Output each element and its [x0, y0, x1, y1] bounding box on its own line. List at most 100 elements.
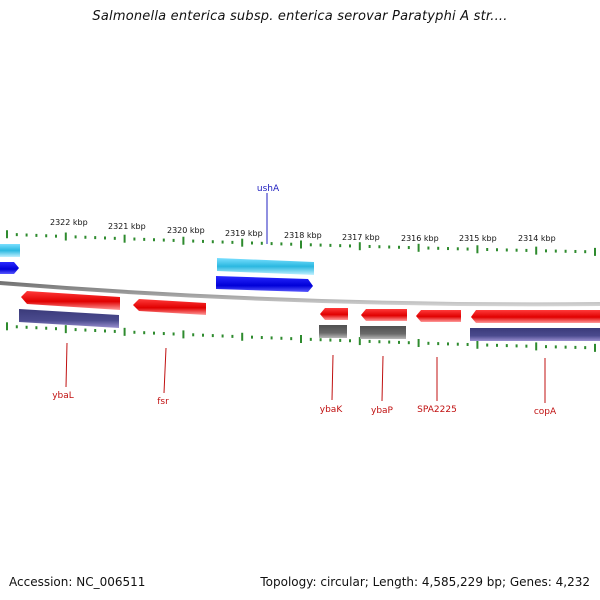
major-tick — [241, 332, 244, 341]
minor-tick — [437, 342, 440, 346]
minor-tick — [564, 345, 567, 349]
gene-arrow-ushA[interactable] — [216, 276, 313, 292]
gene-arrow-ybaK[interactable] — [320, 308, 348, 320]
minor-tick — [260, 241, 263, 245]
minor-tick — [113, 329, 116, 333]
minor-tick — [574, 249, 577, 253]
gene-label-ybaK[interactable]: ybaK — [320, 405, 344, 415]
minor-tick — [388, 340, 391, 344]
gene-block-ybaL-purple[interactable] — [19, 309, 119, 328]
major-tick — [535, 246, 538, 255]
minor-tick — [94, 329, 97, 333]
major-tick — [358, 337, 361, 346]
gene-label-ybaL[interactable]: ybaL — [52, 391, 74, 401]
major-tick — [594, 343, 596, 352]
label-lines — [65, 193, 546, 403]
minor-tick — [270, 336, 273, 340]
minor-tick — [505, 344, 508, 348]
minor-tick — [104, 236, 106, 240]
kbp-labels: 2322 kbp 2321 kbp 2320 kbp 2319 kbp 2318… — [50, 218, 556, 243]
minor-tick — [45, 234, 48, 238]
major-tick — [64, 232, 67, 241]
gene-arrow-fsr[interactable] — [133, 299, 206, 315]
minor-tick — [104, 329, 106, 333]
gene-block-ybaK-gray[interactable] — [319, 325, 347, 338]
minor-tick — [309, 337, 312, 341]
minor-tick — [162, 238, 165, 242]
minor-tick — [456, 342, 459, 346]
minor-tick — [192, 333, 195, 337]
major-tick — [6, 322, 8, 331]
minor-tick — [378, 340, 381, 344]
minor-tick — [260, 336, 263, 340]
minor-tick — [74, 235, 77, 239]
gene-arrow-ybaP[interactable] — [361, 309, 407, 321]
gene-label-copA[interactable]: copA — [534, 407, 557, 417]
minor-tick — [35, 326, 38, 330]
minor-tick — [133, 237, 136, 241]
minor-tick — [378, 245, 381, 249]
minor-tick — [496, 248, 498, 252]
minor-tick — [398, 245, 400, 249]
minor-tick — [349, 339, 351, 343]
minor-tick — [280, 242, 283, 246]
minor-tick — [202, 239, 204, 243]
gene-block-ybaP-gray[interactable] — [360, 326, 406, 339]
minor-tick — [505, 248, 508, 252]
minor-tick — [349, 244, 351, 248]
gene-labels: ushA ybaL fsr ybaK ybaP SPA2225 copA — [52, 184, 557, 417]
gene-arrow-SPA2225[interactable] — [416, 310, 461, 322]
leader-ybaL — [65, 342, 68, 388]
minor-tick — [447, 247, 449, 251]
major-tick — [535, 342, 538, 351]
kbp-label: 2318 kbp — [284, 231, 322, 240]
reverse-genes — [19, 291, 600, 341]
minor-tick — [456, 247, 459, 251]
minor-tick — [545, 249, 547, 253]
major-tick — [476, 340, 479, 349]
gene-arrow-ybaL[interactable] — [21, 291, 120, 310]
minor-tick — [339, 244, 342, 248]
major-tick — [476, 245, 479, 254]
minor-tick — [270, 242, 273, 246]
gene-arrow-cyan-left[interactable] — [0, 244, 20, 257]
minor-tick — [143, 237, 146, 241]
gene-label-SPA2225[interactable]: SPA2225 — [417, 405, 457, 415]
minor-tick — [45, 326, 48, 330]
major-tick — [300, 240, 302, 249]
kbp-label: 2315 kbp — [459, 234, 497, 243]
minor-tick — [221, 240, 224, 244]
minor-tick — [133, 330, 136, 334]
major-tick — [123, 234, 126, 243]
scale-ticks-upper — [6, 230, 596, 256]
gene-arrow-blue-left[interactable] — [0, 262, 19, 274]
minor-tick — [231, 240, 234, 244]
gene-arrow-copA[interactable] — [471, 310, 600, 323]
leader-ybaP — [381, 355, 384, 402]
minor-tick — [486, 343, 489, 347]
gene-label-ushA[interactable]: ushA — [257, 184, 280, 194]
gene-arrow-ushA-cyan[interactable] — [217, 258, 314, 275]
minor-tick — [162, 332, 165, 336]
minor-tick — [143, 331, 146, 335]
kbp-label: 2317 kbp — [342, 233, 380, 242]
minor-tick — [84, 235, 87, 239]
minor-tick — [211, 240, 214, 244]
minor-tick — [427, 246, 430, 250]
minor-tick — [447, 342, 449, 346]
major-tick — [241, 238, 244, 247]
major-tick — [64, 325, 67, 334]
major-tick — [182, 236, 185, 245]
major-tick — [358, 242, 361, 251]
minor-tick — [407, 246, 410, 250]
minor-tick — [251, 241, 253, 245]
minor-tick — [398, 340, 400, 344]
topology-text: Topology: circular; Length: 4,585,229 bp… — [260, 575, 590, 589]
gene-label-ybaP[interactable]: ybaP — [371, 406, 394, 416]
gene-label-fsr[interactable]: fsr — [157, 397, 169, 407]
gene-block-copA-purple[interactable] — [470, 328, 600, 341]
minor-tick — [25, 325, 28, 329]
kbp-label: 2314 kbp — [518, 234, 556, 243]
minor-tick — [407, 341, 410, 345]
